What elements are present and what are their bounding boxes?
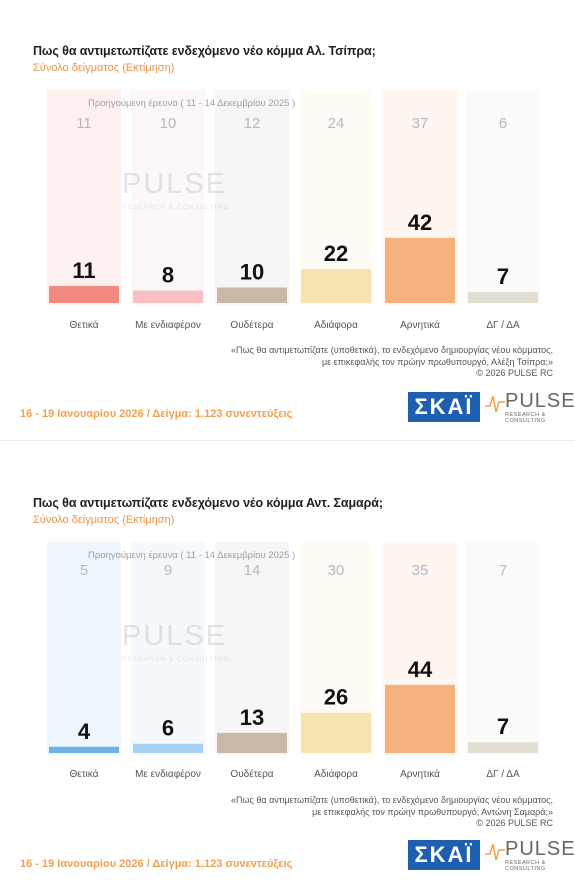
previous-survey-column bbox=[47, 542, 121, 755]
bar-value-label: 26 bbox=[324, 685, 348, 710]
previous-value-label: 35 bbox=[412, 562, 429, 579]
category-label: Θετικά bbox=[69, 768, 98, 780]
bar-group: 7 6 ΔΓ / ΔΑ bbox=[466, 90, 540, 331]
chart-subtitle: Σύνολο δείγματος (Εκτίμηση) bbox=[33, 62, 175, 74]
bar-group: 11 11 Θετικά bbox=[47, 90, 121, 331]
previous-value-label: 6 bbox=[499, 115, 507, 132]
chart-subtitle: Σύνολο δείγματος (Εκτίμηση) bbox=[33, 514, 175, 526]
previous-value-label: 24 bbox=[328, 115, 345, 132]
bar bbox=[217, 732, 287, 753]
previous-value-label: 11 bbox=[76, 115, 92, 132]
category-label: ΔΓ / ΔΑ bbox=[486, 320, 520, 331]
category-label: Αδιάφορα bbox=[314, 319, 358, 331]
category-label: Αδιάφορα bbox=[314, 768, 358, 780]
bar-value-label: 13 bbox=[240, 705, 264, 730]
bar-value-label: 42 bbox=[408, 210, 432, 235]
category-label: Αρνητικά bbox=[400, 768, 440, 780]
previous-value-label: 9 bbox=[164, 562, 172, 579]
bar bbox=[49, 746, 119, 753]
pulse-logo: PULSE RESEARCH & CONSULTING bbox=[485, 838, 575, 872]
bar-group: 42 37 Αρνητικά bbox=[383, 90, 457, 331]
bar bbox=[133, 743, 203, 753]
chart-panel-tsipras: 11 11 Θετικά 8 10 Με ενδιαφέρον 10 12 Ουδέτερα 22… bbox=[0, 0, 575, 440]
previous-value-label: 30 bbox=[328, 562, 345, 579]
question-footnote: «Πως θα αντιμετωπίζατε (υποθετικά), το ε… bbox=[230, 345, 553, 378]
previous-value-label: 10 bbox=[160, 115, 177, 132]
question-footnote: «Πως θα αντιμετωπίζατε (υποθετικά), το ε… bbox=[230, 795, 553, 828]
chart-title: Πως θα αντιμετωπίζατε ενδεχόμενο νέο κόμ… bbox=[33, 496, 383, 510]
bar-value-label: 8 bbox=[162, 263, 174, 288]
pulse-watermark: PULSE RESEARCH & CONSULTING bbox=[122, 620, 230, 663]
bar-group: 6 9 Με ενδιαφέρον bbox=[131, 542, 205, 780]
previous-survey-column bbox=[47, 90, 121, 305]
bar-group: 7 7 ΔΓ / ΔΑ bbox=[466, 542, 540, 780]
bar bbox=[385, 237, 455, 303]
bar-group: 44 35 Αρνητικά bbox=[383, 542, 457, 780]
bar-value-label: 11 bbox=[72, 258, 95, 283]
bar-group: 26 30 Αδιάφορα bbox=[299, 542, 373, 780]
previous-value-label: 14 bbox=[244, 562, 261, 579]
bar-value-label: 22 bbox=[324, 241, 348, 266]
bar-value-label: 4 bbox=[78, 719, 91, 744]
survey-dates-footer: 16 - 19 Ιανουαρίου 2026 / Δείγμα: 1.123 … bbox=[20, 858, 293, 870]
bar-group: 10 12 Ουδέτερα bbox=[215, 90, 289, 331]
bar-group: 22 24 Αδιάφορα bbox=[299, 90, 373, 331]
previous-survey-column bbox=[215, 542, 289, 755]
category-label: Με ενδιαφέρον bbox=[135, 319, 201, 331]
bar-value-label: 6 bbox=[162, 716, 174, 741]
bar-group: 4 5 Θετικά bbox=[47, 542, 121, 780]
bar-group: 13 14 Ουδέτερα bbox=[215, 542, 289, 780]
bar-value-label: 7 bbox=[497, 264, 509, 289]
bar-value-label: 44 bbox=[408, 657, 433, 682]
previous-survey-column bbox=[466, 90, 540, 305]
previous-survey-column bbox=[215, 90, 289, 305]
previous-value-label: 7 bbox=[499, 562, 507, 579]
previous-survey-column bbox=[466, 542, 540, 755]
pulse-logo: PULSE RESEARCH & CONSULTING bbox=[485, 390, 575, 424]
bar bbox=[468, 742, 538, 753]
bar bbox=[49, 285, 119, 303]
bar bbox=[301, 712, 371, 753]
bar-chart-tsipras: 11 11 Θετικά 8 10 Με ενδιαφέρον 10 12 Ουδέτερα 22… bbox=[47, 90, 540, 331]
bar-value-label: 10 bbox=[240, 260, 264, 285]
skai-logo: ΣΚΑΪ bbox=[408, 392, 480, 422]
previous-value-label: 37 bbox=[412, 115, 429, 132]
bar bbox=[217, 287, 287, 303]
chart-panel-samaras: 4 5 Θετικά 6 9 Με ενδιαφέρον 13 14 Ουδέτερα 26 30 Α… bbox=[0, 441, 575, 881]
bar bbox=[468, 292, 538, 303]
survey-dates-footer: 16 - 19 Ιανουαρίου 2026 / Δείγμα: 1.123 … bbox=[20, 408, 293, 420]
bar bbox=[301, 268, 371, 303]
category-label: ΔΓ / ΔΑ bbox=[486, 769, 520, 780]
category-label: Αρνητικά bbox=[400, 319, 440, 331]
bar-group: 8 10 Με ενδιαφέρον bbox=[131, 90, 205, 331]
bar-chart-samaras: 4 5 Θετικά 6 9 Με ενδιαφέρον 13 14 Ουδέτερα 26 30 Α… bbox=[47, 542, 540, 780]
category-label: Με ενδιαφέρον bbox=[135, 768, 201, 780]
category-label: Ουδέτερα bbox=[230, 768, 273, 780]
category-label: Θετικά bbox=[69, 319, 98, 331]
bar bbox=[385, 684, 455, 753]
previous-value-label: 5 bbox=[80, 562, 88, 579]
panel-divider bbox=[0, 438, 575, 442]
previous-survey-label: Προηγούμενη έρευνα ( 11 - 14 Δεκεμβρίου … bbox=[88, 98, 296, 109]
skai-logo: ΣΚΑΪ bbox=[408, 840, 480, 870]
previous-survey-column bbox=[131, 90, 205, 305]
previous-survey-column bbox=[131, 542, 205, 755]
category-label: Ουδέτερα bbox=[230, 319, 273, 331]
bar bbox=[133, 290, 203, 303]
pulse-watermark: PULSE RESEARCH & CONSULTING bbox=[122, 168, 230, 211]
previous-survey-label: Προηγούμενη έρευνα ( 11 - 14 Δεκεμβρίου … bbox=[88, 550, 296, 561]
bar-value-label: 7 bbox=[497, 714, 509, 739]
previous-value-label: 12 bbox=[244, 115, 261, 132]
chart-title: Πως θα αντιμετωπίζατε ενδεχόμενο νέο κόμ… bbox=[33, 44, 376, 58]
